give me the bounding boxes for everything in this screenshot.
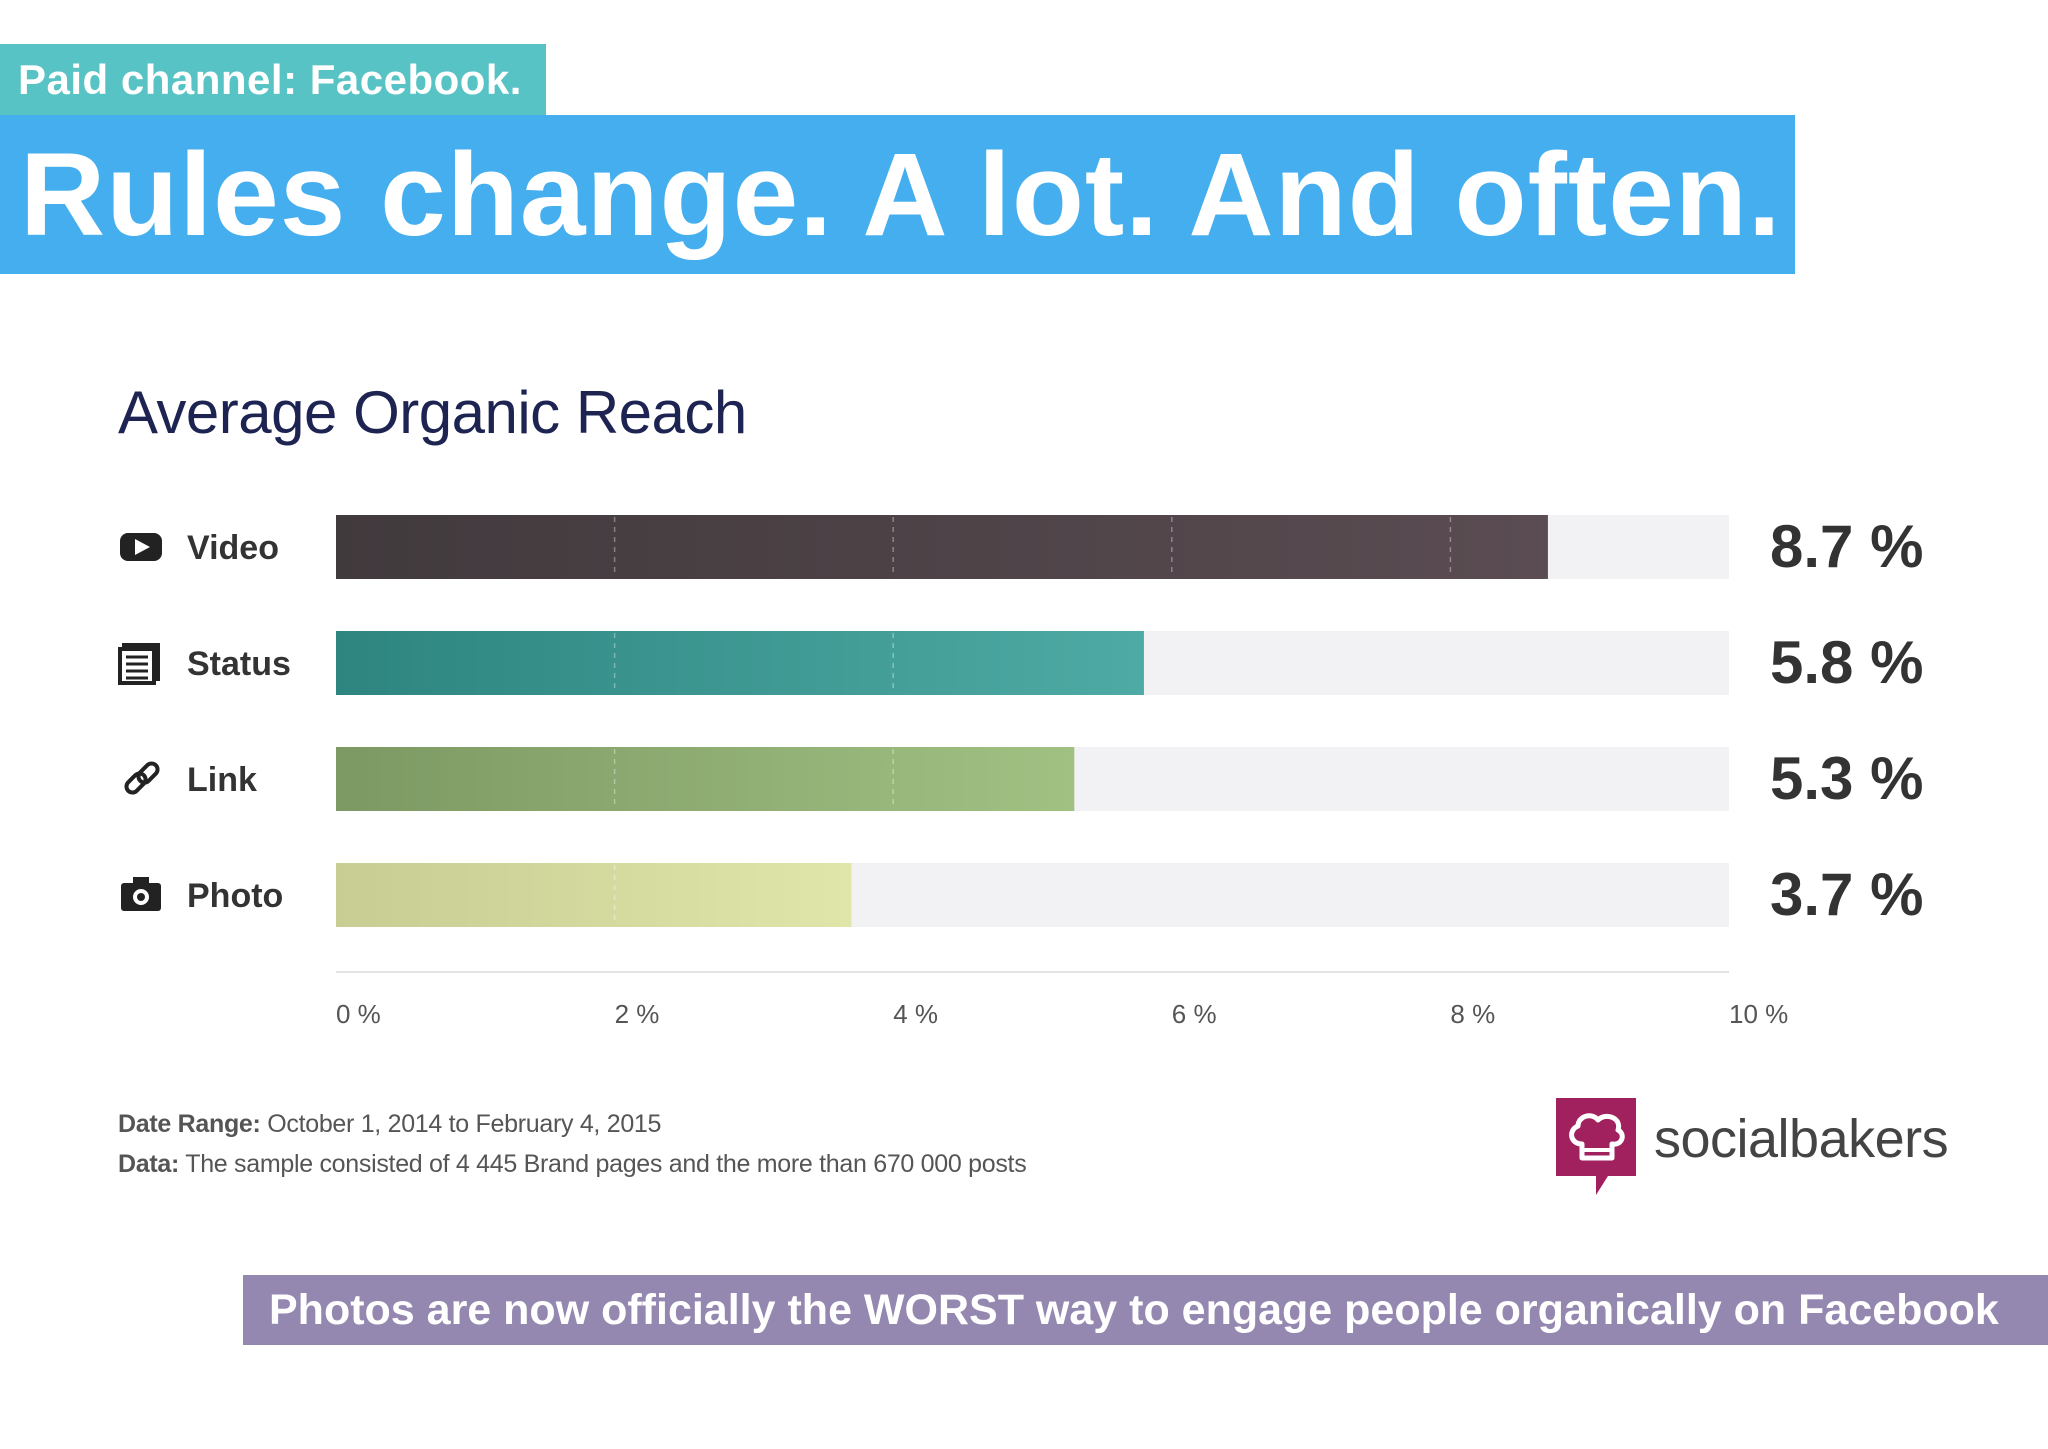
x-tick-label: 4 % xyxy=(893,999,938,1029)
category-label-photo: Photo xyxy=(187,877,283,915)
brand-name: socialbakers xyxy=(1654,1109,1949,1169)
date-range-note: Date Range: October 1, 2014 to February … xyxy=(118,1110,661,1139)
value-label-photo: 3.7 % xyxy=(1770,861,1923,928)
date-range-value: October 1, 2014 to February 4, 2015 xyxy=(267,1110,662,1138)
category-label-status: Status xyxy=(187,645,291,683)
data-sample-note: Data: The sample consisted of 4 445 Bran… xyxy=(118,1150,1027,1179)
x-tick-label: 8 % xyxy=(1450,999,1495,1029)
value-label-video: 8.7 % xyxy=(1770,513,1923,580)
date-range-label: Date Range: xyxy=(118,1110,261,1138)
x-tick-label: 6 % xyxy=(1172,999,1217,1029)
x-tick-label: 2 % xyxy=(615,999,660,1029)
video-icon xyxy=(120,533,162,561)
callout-banner: Photos are now officially the WORST way … xyxy=(243,1275,2048,1345)
category-label-video: Video xyxy=(187,529,279,567)
brand-logo: socialbakers xyxy=(1556,1098,1949,1198)
x-tick-label: 0 % xyxy=(336,999,381,1029)
channel-tag: Paid channel: Facebook. xyxy=(0,44,546,115)
status-icon xyxy=(118,643,160,685)
data-label: Data: xyxy=(118,1150,180,1178)
socialbakers-logo-icon xyxy=(1556,1098,1636,1195)
bar-link xyxy=(336,747,1075,811)
category-label-link: Link xyxy=(187,761,257,799)
photo-icon xyxy=(121,877,161,911)
x-tick-label: 10 % xyxy=(1729,999,1788,1029)
bar-status xyxy=(336,631,1144,695)
data-value: The sample consisted of 4 445 Brand page… xyxy=(185,1150,1027,1178)
value-label-link: 5.3 % xyxy=(1770,745,1923,812)
link-icon xyxy=(124,761,160,795)
bar-photo xyxy=(336,863,852,927)
chart-title: Average Organic Reach xyxy=(118,379,747,446)
bar-video xyxy=(336,515,1548,579)
headline: Rules change. A lot. And often. xyxy=(0,115,1795,274)
value-label-status: 5.8 % xyxy=(1770,629,1923,696)
